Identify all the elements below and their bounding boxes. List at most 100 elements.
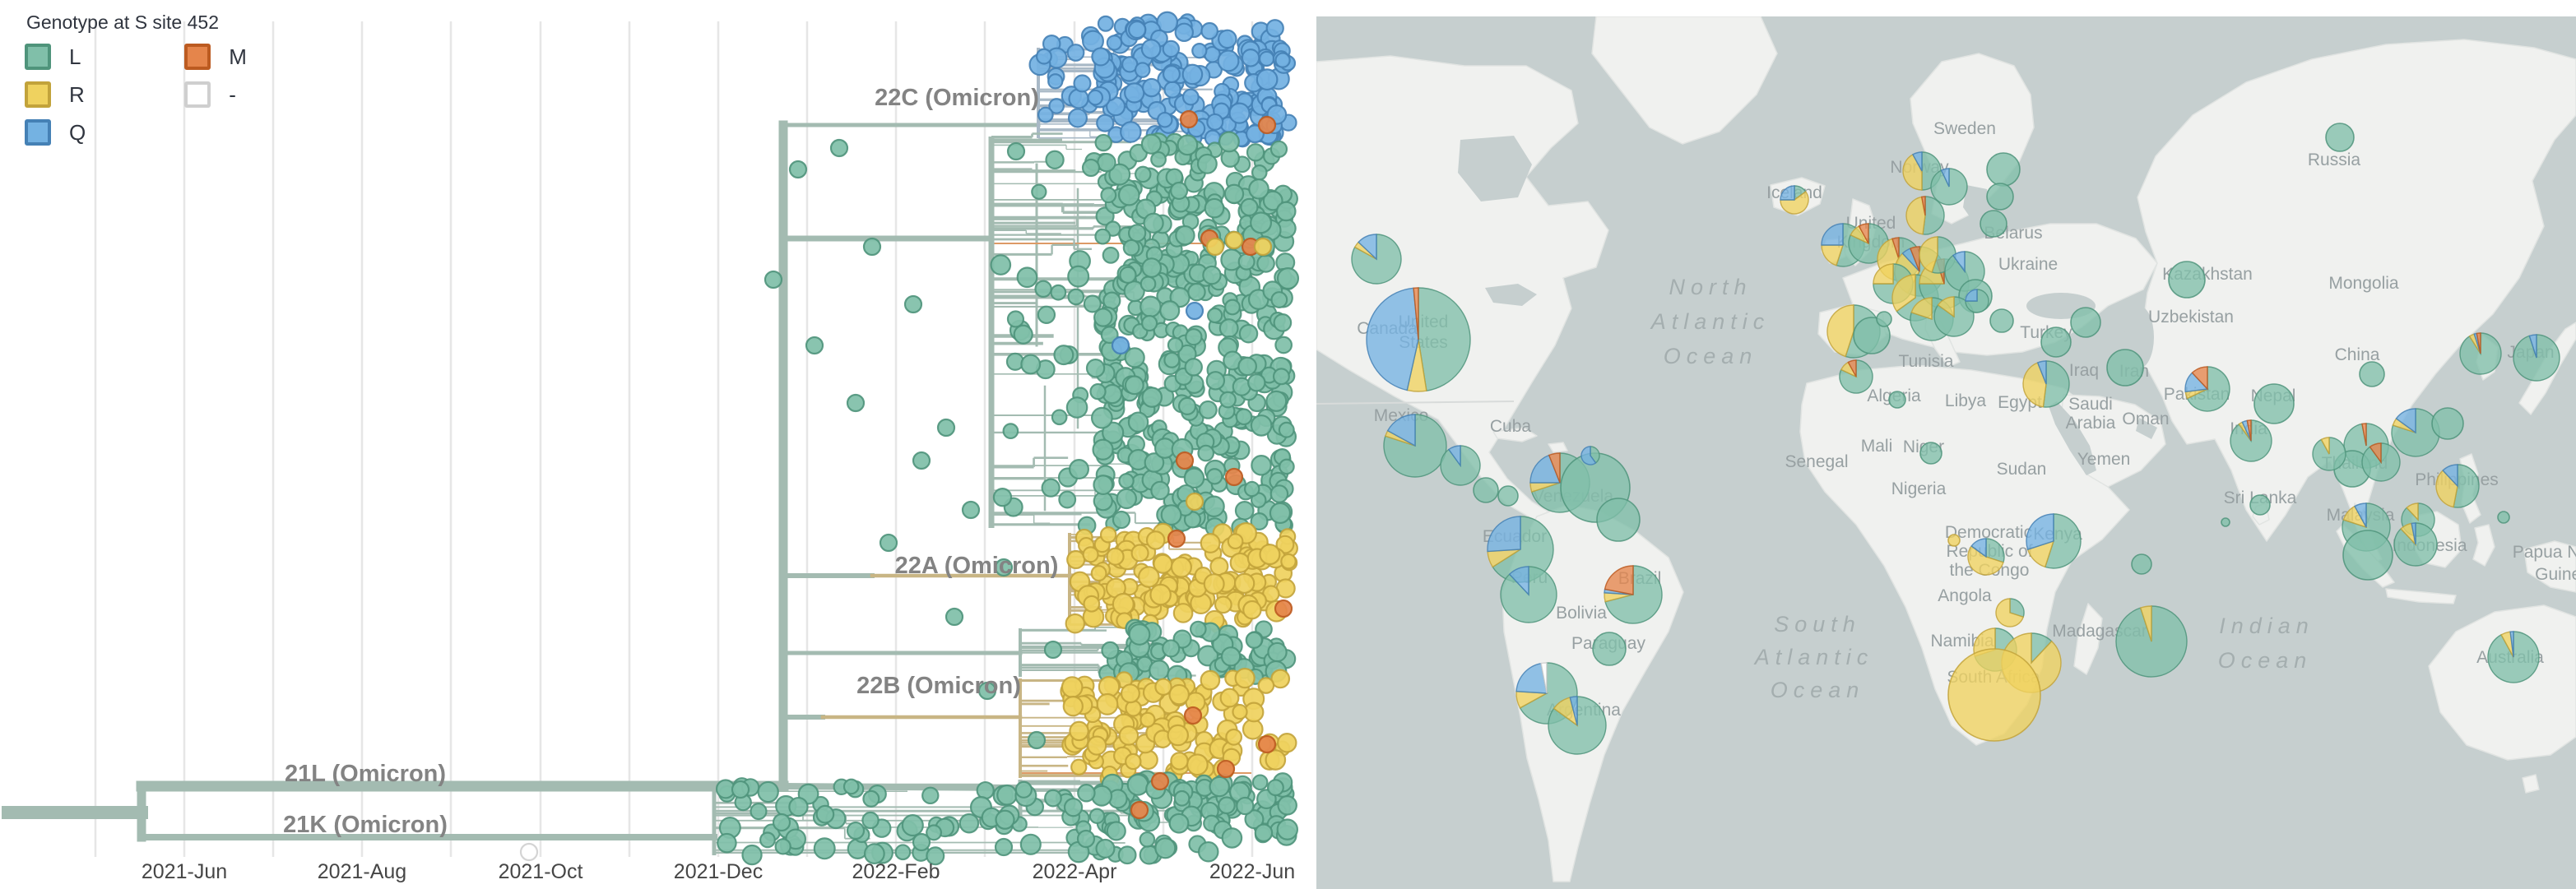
tree-tip-L[interactable]: [1006, 310, 1025, 328]
tree-tip-L[interactable]: [1221, 827, 1243, 849]
tree-tip-Q[interactable]: [1163, 81, 1181, 99]
phylo-tree-chart[interactable]: 22C (Omicron) 22A (Omicron) 22B (Omicron) 2…: [0, 0, 1314, 889]
map-pie[interactable]: [2230, 419, 2272, 462]
tree-tip-Q[interactable]: [1091, 47, 1111, 67]
tree-tip-Q[interactable]: [1218, 29, 1237, 49]
tree-tip-L[interactable]: [1250, 211, 1273, 234]
tree-tip-L[interactable]: [1162, 639, 1181, 658]
tree-tip-L[interactable]: [1197, 444, 1215, 462]
map-pie[interactable]: [2253, 383, 2295, 424]
tree-tip-Q[interactable]: [1162, 39, 1181, 58]
tree-tip-L[interactable]: [1274, 336, 1293, 354]
tree-tip-L[interactable]: [1177, 396, 1197, 415]
tree-tip-L[interactable]: [1184, 358, 1203, 377]
map-pie[interactable]: [1853, 317, 1891, 354]
tree-tip-Q[interactable]: [1106, 35, 1123, 51]
tree-tip-L[interactable]: [1270, 291, 1288, 308]
map-pie[interactable]: [2487, 631, 2540, 683]
tree-tip-L[interactable]: [1117, 183, 1140, 206]
tree-tip-L[interactable]: [1265, 390, 1288, 412]
clade-label[interactable]: 22C (Omicron): [875, 85, 1039, 111]
tree-tip-L[interactable]: [921, 786, 940, 805]
map-pie[interactable]: [1967, 538, 2005, 576]
map-pie[interactable]: [2361, 442, 2401, 482]
tree-tip-Q[interactable]: [1120, 121, 1142, 143]
tree-tip-Q[interactable]: [1174, 22, 1194, 43]
map-pie[interactable]: [2022, 360, 2070, 408]
clade-label[interactable]: 21L (Omicron): [285, 761, 446, 787]
tree-tip-L[interactable]: [1276, 818, 1299, 840]
tree-tip-L[interactable]: [1183, 467, 1205, 489]
tree-tip-L[interactable]: [861, 811, 880, 830]
tree-tip-Q[interactable]: [1037, 106, 1054, 123]
tree-tip-L[interactable]: [717, 832, 737, 854]
map-pie[interactable]: [1919, 442, 1942, 465]
map-pie[interactable]: [1440, 445, 1481, 486]
tree-tip-L[interactable]: [1143, 212, 1164, 234]
tree-tip-Q[interactable]: [1200, 21, 1218, 40]
map-pie[interactable]: [1839, 359, 1873, 394]
tree-tip-L[interactable]: [1014, 780, 1033, 799]
tree-tip-L[interactable]: [945, 607, 964, 627]
tree-tip-Q[interactable]: [1181, 63, 1204, 86]
tree-tip-L[interactable]: [1266, 779, 1284, 797]
tree-tip-L[interactable]: [1108, 163, 1131, 186]
tree-tip-R[interactable]: [1277, 733, 1297, 753]
tree-tip-L[interactable]: [1085, 359, 1106, 378]
tree-tip-Q[interactable]: [1191, 43, 1208, 59]
tree-tip-L[interactable]: [1269, 140, 1288, 158]
legend-item-M[interactable]: M: [184, 44, 247, 70]
tree-tip-Q[interactable]: [1111, 336, 1130, 355]
tree-tip-R[interactable]: [1168, 683, 1191, 706]
tree-tip-L[interactable]: [1045, 150, 1065, 170]
map-pie[interactable]: [2435, 464, 2480, 508]
map-pie[interactable]: [1366, 287, 1471, 392]
tree-tip-R[interactable]: [1234, 667, 1256, 689]
tree-tip-L[interactable]: [1269, 502, 1292, 525]
tree-tip-L[interactable]: [1141, 387, 1163, 408]
tree-tip-M[interactable]: [1175, 451, 1195, 470]
tree-tip-L[interactable]: [1177, 134, 1199, 156]
tree-tip-L[interactable]: [926, 824, 943, 841]
tree-tip-R[interactable]: [1130, 544, 1149, 563]
tree-tip-L[interactable]: [764, 270, 783, 289]
legend-item--[interactable]: -: [184, 81, 247, 108]
tree-tip-L[interactable]: [1218, 796, 1236, 815]
map-pie[interactable]: [2070, 307, 2101, 338]
map-pie[interactable]: [1548, 696, 1607, 755]
map-pie[interactable]: [1986, 183, 2014, 211]
tree-tip-L[interactable]: [1097, 152, 1116, 173]
map-pie[interactable]: [2040, 326, 2072, 358]
tree-tip-L[interactable]: [1067, 265, 1090, 288]
tree-tip-L[interactable]: [879, 533, 898, 553]
tree-tip-R[interactable]: [1275, 535, 1295, 554]
map-pie[interactable]: [1905, 196, 1945, 235]
tree-tip-L[interactable]: [1139, 295, 1162, 318]
tree-tip-L[interactable]: [1128, 623, 1151, 646]
tree-tip-R[interactable]: [1265, 749, 1287, 771]
tree-tip-L[interactable]: [1250, 414, 1273, 437]
tree-tip-L[interactable]: [1006, 141, 1026, 161]
map-pie[interactable]: [1780, 185, 1809, 215]
tree-tip-L[interactable]: [1267, 641, 1288, 663]
tree-tip-L[interactable]: [1251, 164, 1268, 181]
tree-tip-L[interactable]: [1127, 411, 1149, 433]
tree-tip-Q[interactable]: [1067, 108, 1088, 128]
map-pie[interactable]: [2131, 553, 2152, 575]
tree-tip-L[interactable]: [1189, 620, 1207, 638]
tree-tip-L[interactable]: [1034, 280, 1052, 299]
map-pie[interactable]: [2221, 517, 2230, 527]
map-pie[interactable]: [2106, 349, 2144, 387]
tree-tip-L[interactable]: [1218, 131, 1240, 153]
tree-tip-R[interactable]: [1139, 711, 1156, 728]
tree-tip-L[interactable]: [1093, 475, 1114, 496]
tree-tip-L[interactable]: [1218, 318, 1239, 339]
tree-tip-R[interactable]: [1125, 752, 1142, 771]
tree-tip-L[interactable]: [759, 831, 776, 849]
tree-tip-L[interactable]: [903, 294, 923, 314]
tree-tip-L[interactable]: [1240, 197, 1259, 217]
tree-tip-L[interactable]: [992, 487, 1013, 507]
tree-tip-L[interactable]: [1019, 833, 1042, 855]
tree-tip-L[interactable]: [1063, 798, 1084, 817]
tree-tip-R[interactable]: [1200, 669, 1221, 691]
